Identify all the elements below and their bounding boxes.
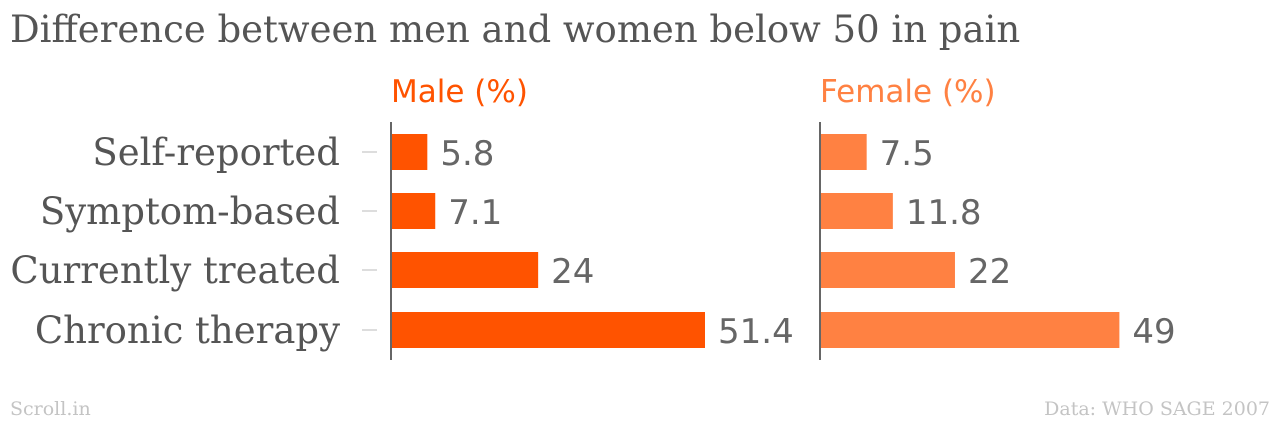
value-label: 24	[551, 252, 594, 292]
category-label: Currently treated	[10, 249, 340, 292]
category-label: Symptom-based	[40, 190, 340, 233]
value-label: 51.4	[718, 312, 794, 352]
bar	[392, 252, 539, 288]
value-label: 7.5	[880, 134, 934, 174]
series-label: Male (%)	[391, 74, 528, 110]
value-label: 49	[1132, 312, 1175, 352]
category-label: Self-reported	[92, 131, 340, 174]
chart-title: Difference between men and women below 5…	[10, 8, 1021, 51]
value-label: 7.1	[448, 193, 502, 233]
bar	[821, 312, 1120, 348]
bar	[821, 134, 867, 170]
value-label: 22	[968, 252, 1011, 292]
bar	[392, 134, 428, 170]
data-source: Data: WHO SAGE 2007	[1044, 398, 1270, 420]
bar	[821, 193, 893, 229]
series-label: Female (%)	[820, 74, 996, 110]
bar	[392, 193, 436, 229]
category-label: Chronic therapy	[35, 309, 340, 352]
source-credit: Scroll.in	[10, 398, 91, 420]
value-label: 5.8	[440, 134, 494, 174]
value-label: 11.8	[906, 193, 982, 233]
bar	[821, 252, 955, 288]
bar	[392, 312, 705, 348]
